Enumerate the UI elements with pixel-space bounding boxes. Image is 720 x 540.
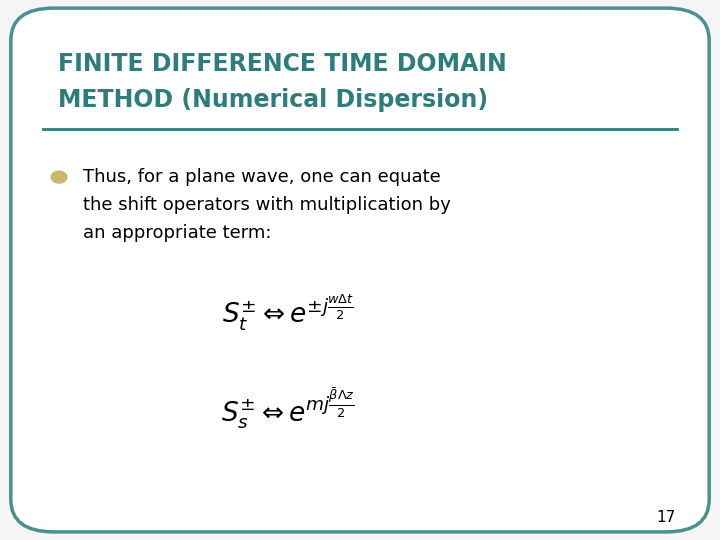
Text: an appropriate term:: an appropriate term: [83,224,271,242]
Text: METHOD (Numerical Dispersion): METHOD (Numerical Dispersion) [58,88,487,112]
Circle shape [51,171,67,183]
Text: 17: 17 [657,510,675,525]
Text: the shift operators with multiplication by: the shift operators with multiplication … [83,196,451,214]
Text: $S_s^{\pm} \Leftrightarrow e^{mj\frac{\bar{\beta}\Lambda z}{2}}$: $S_s^{\pm} \Leftrightarrow e^{mj\frac{\b… [221,385,355,430]
Text: $S_t^{\pm} \Leftrightarrow e^{\pm j\frac{w\Delta t}{2}}$: $S_t^{\pm} \Leftrightarrow e^{\pm j\frac… [222,293,354,333]
Text: Thus, for a plane wave, one can equate: Thus, for a plane wave, one can equate [83,168,441,186]
Text: FINITE DIFFERENCE TIME DOMAIN: FINITE DIFFERENCE TIME DOMAIN [58,52,506,76]
FancyBboxPatch shape [11,8,709,532]
